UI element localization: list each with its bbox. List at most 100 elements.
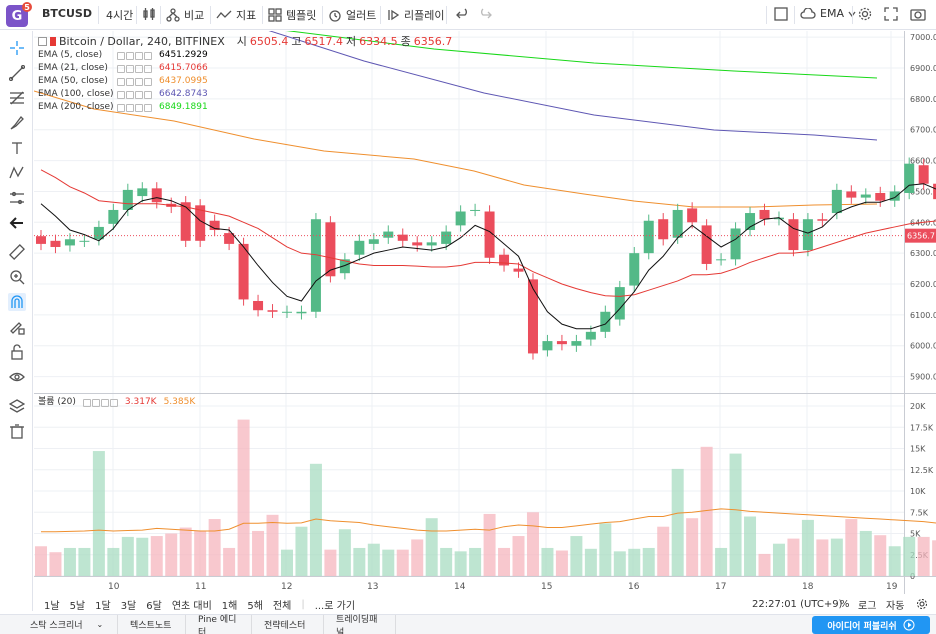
candle-body [513,268,524,272]
symbol-search[interactable]: BTCUSD [42,7,92,20]
volume-bar [454,551,467,576]
volume-bar [686,518,699,576]
redo-button[interactable] [478,7,492,21]
object-tree-tool[interactable] [8,397,26,415]
indicators-button[interactable]: 지표 [216,7,256,23]
templates-button[interactable]: 템플릿 [268,7,316,23]
volume-tick-label: 17.5K [910,423,934,432]
prediction-tool[interactable] [8,189,26,207]
volume-tick-label: 10K [910,487,926,496]
undo-icon [456,8,467,19]
brush-tool[interactable] [8,114,26,132]
range-ytd[interactable]: 연초 대비 [171,600,212,612]
settings-button[interactable] [858,7,872,21]
stay-in-drawing-tool[interactable] [8,318,26,336]
range-all[interactable]: 전체 [272,600,292,612]
candle-body [556,341,567,345]
tab-text-notes[interactable]: 텍스트노트 [118,614,186,634]
collapse-icon[interactable] [38,37,47,46]
pattern-icon [9,166,24,179]
ema-legend-row[interactable]: EMA (21, close) 6415.7066 [38,62,452,75]
chart-template-button[interactable]: EMA [800,7,856,20]
ema5-line [40,183,936,330]
text-tool[interactable] [8,139,26,157]
fib-tool[interactable] [8,89,26,107]
candle-body [933,183,936,200]
ema-legend-row[interactable]: EMA (200, close) 6849.1891 [38,101,452,114]
candle-body [904,163,915,193]
volume-bar [121,536,134,576]
ema-legend-row[interactable]: EMA (5, close) 6451.2929 [38,49,452,62]
publish-idea-button[interactable]: 아이디어 퍼블리쉬 [812,616,930,634]
magnet-icon [11,295,23,308]
volume-bar [671,468,684,576]
hide-drawings-tool[interactable] [8,368,26,386]
volume-bar [888,546,901,576]
volume-tick-label: 15K [910,445,926,454]
candle-body [730,228,741,260]
volume-bar [642,547,655,576]
candle-body [238,243,249,300]
range-6m[interactable]: 6달 [146,600,162,612]
snapshot-button[interactable] [910,7,926,21]
price-tick-label: 6300.0 [910,249,936,258]
tab-label: 트레이딩패널 [336,614,378,634]
alert-button[interactable]: 얼러트 [328,7,376,23]
replay-button[interactable]: 리플레이 [386,7,444,23]
date-tick-label: 18 [802,582,814,592]
magnet-tool[interactable] [8,293,26,311]
range-1m[interactable]: 1달 [95,600,111,612]
candle-body [36,236,46,244]
tab-pine-editor[interactable]: Pine 에디터 [186,614,252,634]
ema-value: 6642.8743 [159,89,208,99]
chart-style-button[interactable] [142,7,156,21]
volume-bar [570,536,583,576]
volume-bar [469,547,482,576]
remove-drawings-tool[interactable] [8,422,26,440]
candle-body [195,205,206,241]
ema-legend-row[interactable]: EMA (50, close) 6437.0995 [38,75,452,88]
log-toggle[interactable]: 로그 [858,600,877,612]
price-tick-label: 6700.0 [910,126,936,135]
zoom-tool[interactable] [8,268,26,286]
trend-line-tool[interactable] [8,64,26,82]
auto-toggle[interactable]: 자동 [886,600,905,612]
gear-icon[interactable] [916,598,928,610]
volume-bar [772,543,785,576]
range-5d[interactable]: 5날 [69,600,86,612]
range-bar: 1날 5날 1달 3달 6달 연초 대비 1해 5해 전체 | ...로 가기 … [34,594,936,614]
ema-legend-row[interactable]: EMA (100, close) 6642.8743 [38,88,452,101]
range-1y[interactable]: 1해 [221,600,238,612]
publish-label: 아이디어 퍼블리쉬 [827,621,897,632]
tab-label: Pine 에디터 [198,614,237,634]
ruler-tool[interactable] [8,243,26,261]
volume-bar [425,518,438,576]
tab-strategy-tester[interactable]: 전략테스터 [252,614,324,634]
replay-icon [388,9,400,21]
date-tick-label: 11 [195,582,206,592]
tab-stock-screener[interactable]: 스탁 스크리너 ⌄ [0,614,118,634]
fullscreen-button[interactable] [884,7,898,21]
compare-button[interactable]: 비교 [166,7,204,23]
volume-legend[interactable]: 볼륨 (20) 3.317K 5.385K [38,396,195,409]
goto-date-button[interactable]: ...로 가기 [314,600,356,612]
volume-bar [63,547,76,576]
pattern-tool[interactable] [8,164,26,182]
range-1d[interactable]: 1날 [44,600,60,612]
crosshair-tool[interactable] [8,39,26,57]
range-5y[interactable]: 5해 [247,600,263,612]
percent-toggle[interactable]: % [840,598,850,610]
clock-display[interactable]: 22:27:01 (UTC+9) [752,598,843,610]
price-chart[interactable]: 7000.06900.06800.06700.06600.06500.06400… [34,31,936,594]
tab-trading-panel[interactable]: 트레이딩패널 [324,614,396,634]
volume-bar [252,530,265,576]
hide-toolbar-button[interactable] [8,214,26,232]
layout-button[interactable] [774,7,788,21]
lock-drawings-tool[interactable] [8,343,26,361]
candle-body [918,165,929,184]
interval-selector[interactable]: 4시간 [106,9,134,22]
ema-name: EMA (100, close) [38,89,114,99]
range-3m[interactable]: 3달 [120,600,137,612]
undo-button[interactable] [456,7,470,21]
